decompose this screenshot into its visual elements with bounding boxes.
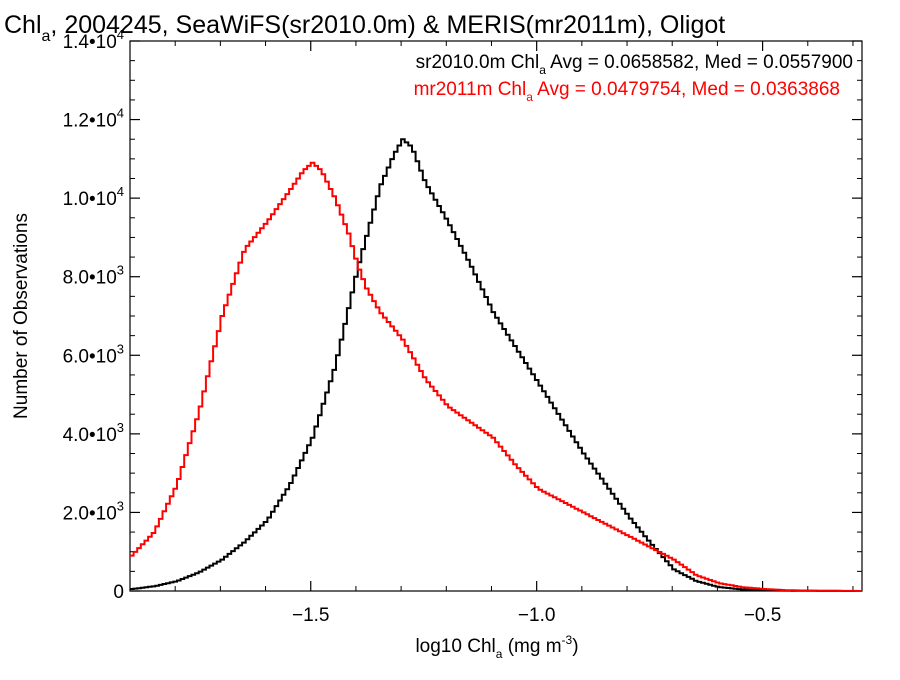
y-tick-label: 1.0•104 [63,184,124,210]
y-tick-label: 1.4•104 [63,27,124,53]
chart-title: Chla, 2004245, SeaWiFS(sr2010.0m) & MERI… [4,11,725,45]
y-tick-label: 4.0•103 [63,420,124,446]
y-tick-label: 2.0•103 [63,498,124,524]
series-line-0 [130,138,862,592]
y-tick-label: 0 [113,582,124,603]
y-axis-ticks: 0 2.0•103 4.0•103 6.0•103 8.0•103 1.0•104 1.2•… [63,27,862,603]
y-axis-label: Number of Observations [11,213,32,419]
legend-entry-0: sr2010.0m Chla Avg = 0.0658582, Med = 0.… [416,52,853,77]
x-tick-label: −0.5 [744,605,782,626]
x-tick-label: −1.5 [292,605,330,626]
y-tick-label: 8.0•103 [63,263,124,289]
x-axis-label: log10 Chla (mg m-3) [415,633,578,661]
series-line-1 [130,161,862,592]
y-tick-label: 6.0•103 [63,341,124,367]
legend-entry-1: mr2011m Chla Avg = 0.0479754, Med = 0.03… [414,79,840,104]
y-tick-label: 1.2•104 [63,106,124,132]
x-tick-label: −1.0 [518,605,556,626]
series-layer [130,138,862,592]
x-axis-ticks: −1.5 −1.0 −0.5 [129,41,854,626]
